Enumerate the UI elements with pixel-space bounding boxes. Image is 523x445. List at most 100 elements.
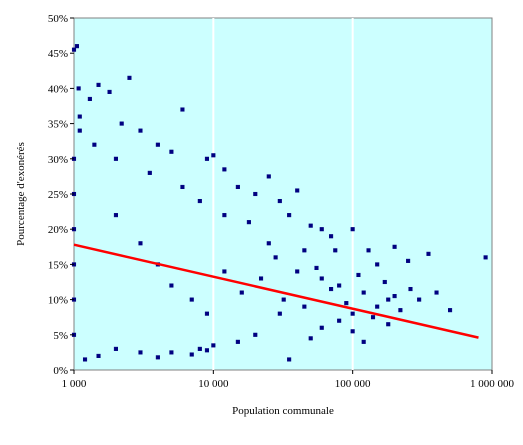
data-point [370, 315, 376, 320]
data-point [74, 44, 80, 49]
data-point [483, 255, 488, 260]
data-point [448, 308, 453, 313]
data-point [337, 283, 342, 288]
data-point [138, 350, 143, 355]
data-point [392, 294, 397, 299]
x-axis-label: Population communale [232, 405, 334, 417]
data-point [77, 128, 82, 133]
data-point [356, 272, 361, 278]
data-point [344, 301, 349, 306]
data-point [239, 290, 244, 295]
data-point [302, 304, 307, 309]
data-point [266, 174, 271, 179]
data-point [417, 297, 422, 302]
x-tick-label: 1 000 [62, 378, 87, 390]
data-point [222, 213, 227, 218]
x-axis-ticks: 1 000 10 000 100 000 1 000 000 [62, 370, 515, 390]
y-tick-label: 15% [48, 259, 68, 271]
data-point [350, 329, 355, 334]
data-point [204, 156, 210, 161]
y-tick-label: 10% [48, 295, 68, 307]
data-point [253, 191, 258, 197]
data-point [281, 297, 286, 302]
x-tick-label: 100 000 [335, 378, 371, 390]
data-point [197, 346, 202, 351]
data-point [82, 357, 88, 362]
data-point [361, 339, 366, 344]
data-point [96, 82, 101, 87]
data-point [222, 167, 227, 172]
data-point [211, 153, 216, 158]
data-point [287, 357, 292, 362]
y-axis-label: Pourcentage d'exonérés [15, 142, 27, 246]
data-point [96, 353, 101, 358]
data-point [350, 227, 355, 232]
data-point [295, 188, 300, 193]
data-point [350, 311, 355, 316]
data-point [211, 343, 216, 348]
data-point [386, 297, 391, 302]
data-point [366, 248, 371, 253]
y-tick-label: 45% [48, 48, 68, 60]
x-tick-label: 10 000 [198, 378, 229, 390]
data-point [235, 184, 240, 190]
data-point [138, 241, 143, 246]
data-point [155, 355, 160, 360]
trend-line-layer [73, 243, 479, 339]
data-point [180, 107, 185, 112]
data-point [386, 322, 391, 327]
data-point [222, 269, 227, 274]
data-point [113, 156, 118, 161]
data-point [406, 258, 411, 263]
y-tick-label: 35% [48, 119, 68, 131]
data-point [337, 318, 342, 323]
y-tick-label: 40% [48, 83, 68, 95]
data-point [361, 290, 366, 295]
data-point [308, 223, 313, 228]
data-point [382, 279, 387, 285]
data-point [375, 304, 380, 309]
data-point [77, 114, 82, 119]
data-point [408, 286, 413, 292]
data-point [246, 220, 251, 225]
trend-line [73, 243, 479, 339]
data-point [169, 350, 174, 355]
data-point [155, 142, 160, 147]
data-point [426, 251, 431, 256]
data-point [87, 96, 92, 102]
data-point [392, 244, 397, 249]
data-point [138, 128, 143, 133]
y-tick-label: 30% [48, 154, 68, 166]
y-axis-ticks: 0% 5% 10% 15% 20% 25% 30% 35% 40% 45% 50% [48, 13, 74, 377]
data-point [197, 198, 202, 204]
data-point [333, 248, 338, 253]
data-point [189, 297, 194, 302]
data-point [180, 184, 185, 190]
data-point [319, 227, 324, 232]
data-point [204, 311, 210, 316]
data-point [319, 325, 324, 330]
data-point [398, 308, 403, 313]
data-point [308, 336, 313, 341]
data-point [71, 47, 77, 52]
y-tick-label: 0% [53, 365, 68, 377]
data-point [314, 265, 319, 270]
data-point [329, 234, 334, 239]
data-point [127, 75, 132, 80]
data-point [295, 269, 300, 274]
data-point [277, 198, 282, 204]
data-point [287, 213, 292, 218]
data-point [204, 348, 210, 353]
y-tick-label: 5% [53, 330, 68, 342]
data-point [76, 86, 81, 91]
data-point [147, 170, 152, 175]
data-point [319, 276, 324, 281]
y-tick-label: 25% [48, 189, 68, 201]
data-point [107, 89, 112, 94]
data-point [189, 352, 194, 357]
data-point [302, 248, 307, 253]
data-point [375, 262, 380, 267]
data-point [258, 276, 264, 281]
